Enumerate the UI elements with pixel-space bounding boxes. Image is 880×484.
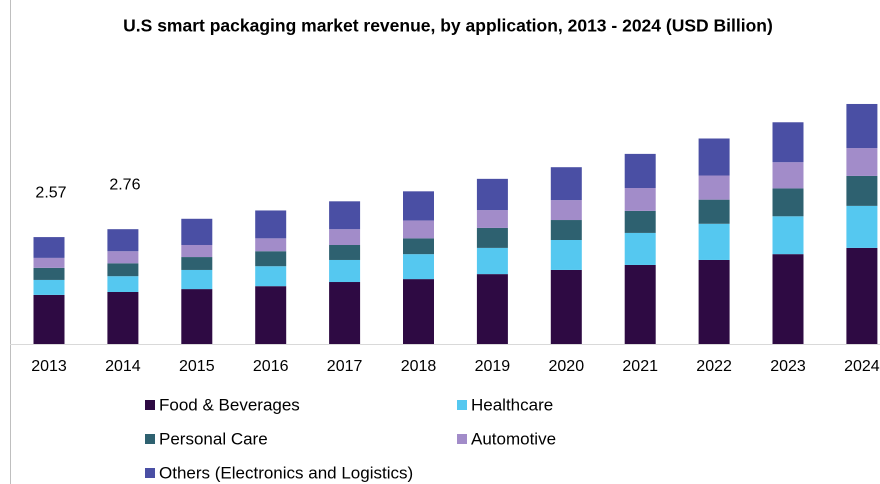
legend-label: Food & Beverages [159,395,300,414]
bar-segment [550,269,582,344]
bar-segment [107,292,139,344]
bar-segment [698,259,730,344]
bar-segment [255,286,287,344]
bar-segment [33,237,65,258]
legend-swatch [457,400,467,410]
x-tick-label: 2014 [105,358,141,375]
chart-title: U.S smart packaging market revenue, by a… [123,16,773,36]
bar-segment [698,138,730,176]
bar-segment [255,266,287,287]
bar-segment [403,191,434,221]
x-tick-label: 2023 [770,358,806,375]
bar-segment [33,294,65,344]
bar-segment [624,232,656,265]
bar-segment [624,153,656,188]
bar-segment [403,220,434,239]
bar-segment [772,216,804,255]
total-label: 2.76 [109,176,140,193]
bar-segment [181,257,213,270]
bar-segment [624,188,656,211]
bar-segment [846,175,878,206]
legend-label: Automotive [471,429,556,448]
bar-segment [624,210,656,233]
bar-segment [476,210,508,228]
bar-segment [107,263,139,277]
bar-segment [329,229,361,245]
bar-segment [33,279,65,295]
legend-label: Others (Electronics and Logistics) [159,463,413,482]
legend-swatch [145,434,155,444]
bar-segment [33,257,65,268]
x-tick-label: 2024 [844,358,880,375]
bar-segment [476,274,508,344]
bar-segment [33,267,65,280]
bar-segment [403,279,434,344]
bar-segment [550,200,582,221]
x-tick-label: 2016 [253,358,289,375]
bar-segment [772,254,804,344]
x-tick-label: 2020 [549,358,585,375]
bar-segment [181,269,213,290]
legend-label: Healthcare [471,395,553,414]
bar-segment [255,210,287,239]
bar-segment [107,251,139,264]
bar-segment [329,259,361,283]
bar-segment [772,188,804,217]
bar-segment [329,282,361,344]
bar-segment [476,247,508,275]
legend-swatch [145,400,155,410]
bar-segment [329,244,361,260]
x-tick-label: 2015 [179,358,215,375]
bar-segment [403,254,434,280]
bar-segment [329,201,361,230]
bar-segment [698,199,730,224]
bar-segment [181,218,213,245]
bar-segment [550,240,582,270]
x-tick-label: 2018 [401,358,437,375]
bar-segment [181,289,213,344]
bar-segment [255,251,287,267]
bar-segment [476,227,508,248]
bar-segment [698,223,730,260]
bar-segment [255,238,287,252]
bar-segment [624,264,656,344]
bar-segment [476,178,508,211]
bar-segment [550,220,582,240]
x-tick-label: 2019 [475,358,511,375]
bar-segment [550,167,582,201]
bar-segment [107,229,139,252]
bar-segment [698,175,730,200]
bar-segment [846,103,878,149]
x-tick-label: 2013 [31,358,67,375]
bar-segment [772,162,804,189]
x-tick-label: 2022 [696,358,732,375]
legend-label: Personal Care [159,429,268,448]
bar-segment [772,122,804,163]
x-tick-label: 2021 [622,358,658,375]
bar-segment [846,148,878,176]
bar-segment [846,247,878,344]
bar-segment [846,205,878,248]
total-label: 2.57 [35,184,66,201]
legend-swatch [457,434,467,444]
legend-swatch [145,468,155,478]
bar-segment [181,244,213,258]
bar-segment [107,276,139,292]
bar-segment [403,238,434,255]
x-tick-label: 2017 [327,358,363,375]
